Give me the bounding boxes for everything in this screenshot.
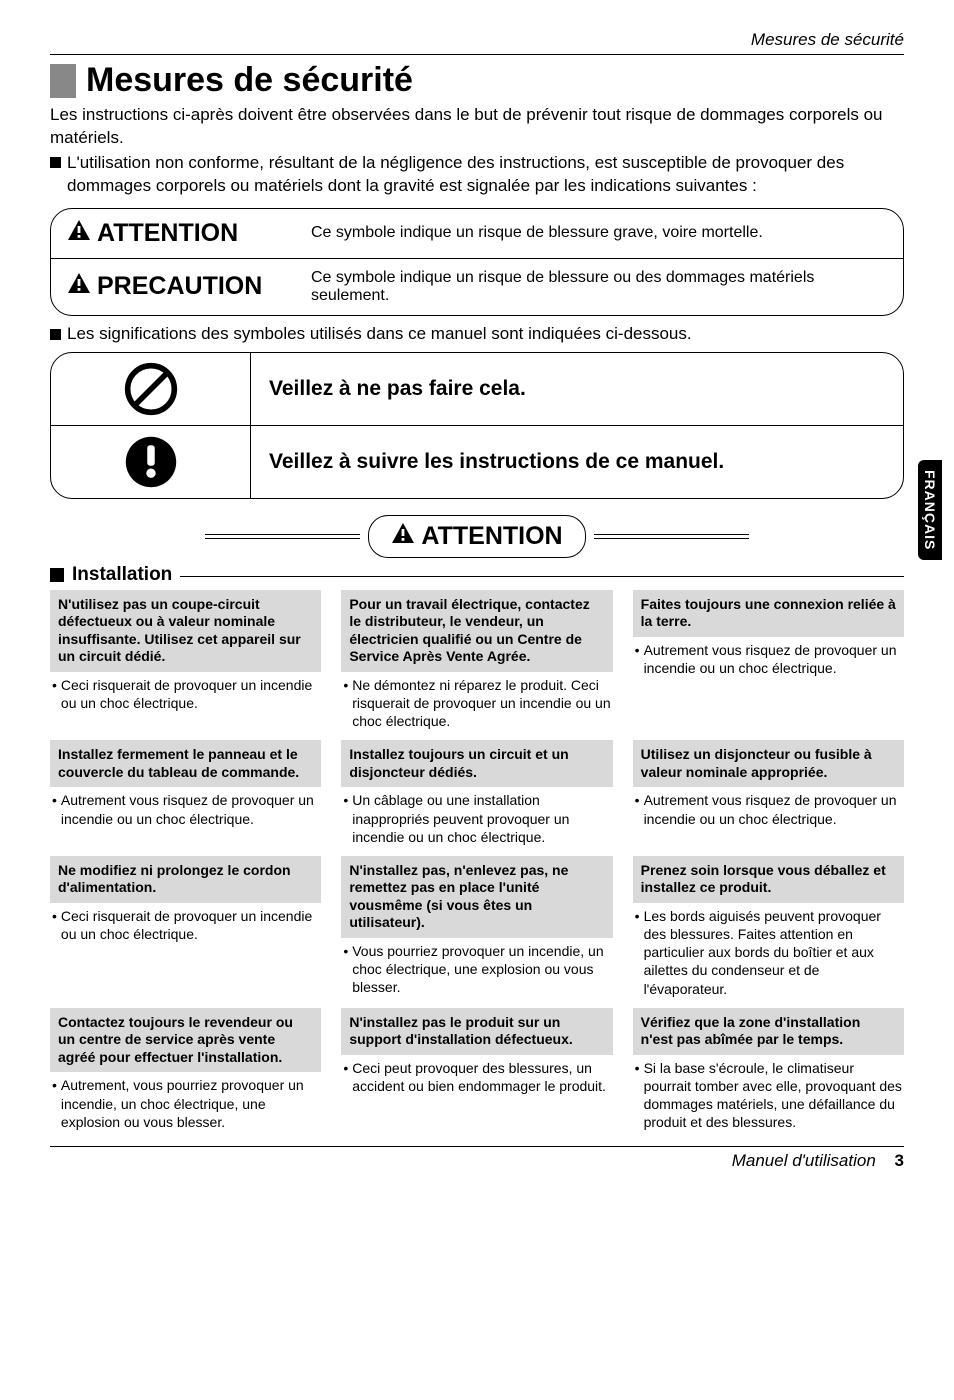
- attention-row: ATTENTION Ce symbole indique un risque d…: [51, 209, 903, 258]
- cell-body-text: Autrement vous risquez de provoquer un i…: [644, 791, 902, 827]
- attention-divider: ATTENTION: [50, 515, 904, 558]
- attention-pill: ATTENTION: [368, 515, 585, 558]
- cell-body-text: Vous pourriez provoquer un incendie, un …: [352, 942, 610, 997]
- symbols-intro-text: Les significations des symboles utilisés…: [67, 324, 692, 344]
- section-title: Installation: [72, 564, 172, 586]
- prohibit-text: Veillez à ne pas faire cela.: [251, 353, 903, 425]
- symbols-intro: Les significations des symboles utilisés…: [50, 324, 904, 344]
- square-bullet-icon: [50, 157, 61, 168]
- language-tab: FRANÇAIS: [918, 460, 942, 560]
- cell: N'installez pas, n'enlevez pas, ne remet…: [341, 856, 612, 1004]
- warning-triangle-icon: [67, 219, 91, 248]
- cell-body-text: Autrement, vous pourriez provoquer un in…: [61, 1076, 319, 1131]
- precaution-desc: Ce symbole indique un risque de blessure…: [311, 259, 903, 315]
- precaution-label-text: PRECAUTION: [97, 272, 262, 301]
- cell-body-text: Ne démontez ni réparez le produit. Ceci …: [352, 676, 610, 731]
- cell-body: •Vous pourriez provoquer un incendie, un…: [341, 942, 612, 1003]
- cell-head: Faites toujours une connexion reliée à l…: [633, 590, 904, 637]
- cell-body: •Autrement vous risquez de provoquer un …: [633, 641, 904, 683]
- cell-body: •Les bords aiguisés peuvent provoquer de…: [633, 907, 904, 1004]
- cell-body: •Un câblage ou une installation inapprop…: [341, 791, 612, 852]
- cell-head: Prenez soin lorsque vous déballez et ins…: [633, 856, 904, 903]
- cell-head: Vérifiez que la zone d'installation n'es…: [633, 1008, 904, 1055]
- cell: Installez fermement le panneau et le cou…: [50, 740, 321, 852]
- cell: Vérifiez que la zone d'installation n'es…: [633, 1008, 904, 1138]
- cell-body-text: Autrement vous risquez de provoquer un i…: [61, 791, 319, 827]
- mandatory-row: Veillez à suivre les instructions de ce …: [51, 425, 903, 498]
- cell-head: N'installez pas, n'enlevez pas, ne remet…: [341, 856, 612, 938]
- cell-body-text: Les bords aiguisés peuvent provoquer des…: [644, 907, 902, 998]
- prohibit-icon: [51, 353, 251, 425]
- square-bullet-icon: [50, 568, 64, 582]
- title-row: Mesures de sécurité: [50, 61, 904, 100]
- title-decoration: [50, 64, 76, 98]
- cell: Pour un travail électrique, contactez le…: [341, 590, 612, 737]
- cell-head: Pour un travail électrique, contactez le…: [341, 590, 612, 672]
- divider-line-right: [594, 534, 749, 539]
- square-bullet-icon: [50, 329, 61, 340]
- attention-pill-text: ATTENTION: [421, 522, 562, 551]
- cell-body: •Ceci peut provoquer des blessures, un a…: [341, 1059, 612, 1101]
- cell-body: •Ne démontez ni réparez le produit. Ceci…: [341, 676, 612, 737]
- intro-text: Les instructions ci-après doivent être o…: [50, 104, 904, 150]
- cell: Installez toujours un circuit et un disj…: [341, 740, 612, 852]
- cell-body-text: Un câblage ou une installation inappropr…: [352, 791, 610, 846]
- cell-body: •Autrement vous risquez de provoquer un …: [633, 791, 904, 833]
- precaution-label: PRECAUTION: [51, 262, 311, 311]
- cell: Ne modifiez ni prolongez le cordon d'ali…: [50, 856, 321, 1004]
- cell-body: •Si la base s'écroule, le climatiseur po…: [633, 1059, 904, 1138]
- cell: N'utilisez pas un coupe-circuit défectue…: [50, 590, 321, 737]
- running-header: Mesures de sécurité: [50, 30, 904, 55]
- mandatory-text: Veillez à suivre les instructions de ce …: [251, 426, 903, 498]
- cell: Prenez soin lorsque vous déballez et ins…: [633, 856, 904, 1004]
- cell: Utilisez un disjoncteur ou fusible à val…: [633, 740, 904, 852]
- cell-body-text: Si la base s'écroule, le climatiseur pou…: [644, 1059, 902, 1132]
- cell: Contactez toujours le revendeur ou un ce…: [50, 1008, 321, 1138]
- cell-head: N'installez pas le produit sur un suppor…: [341, 1008, 612, 1055]
- footer-text: Manuel d'utilisation: [732, 1151, 876, 1170]
- attention-label: ATTENTION: [51, 209, 311, 258]
- page-number: 3: [895, 1151, 904, 1170]
- divider-line-left: [205, 534, 360, 539]
- cell-head: Installez fermement le panneau et le cou…: [50, 740, 321, 787]
- mandatory-icon: [51, 426, 251, 498]
- footer: Manuel d'utilisation 3: [50, 1146, 904, 1171]
- cell-body: •Ceci risquerait de provoquer un incendi…: [50, 676, 321, 718]
- main-title: Mesures de sécurité: [86, 61, 413, 100]
- section-rule: [180, 576, 904, 577]
- cell-body: •Autrement vous risquez de provoquer un …: [50, 791, 321, 833]
- cell-body-text: Ceci risquerait de provoquer un incendie…: [61, 907, 319, 943]
- cell-head: Utilisez un disjoncteur ou fusible à val…: [633, 740, 904, 787]
- attention-desc: Ce symbole indique un risque de blessure…: [311, 214, 903, 252]
- cell-head: Contactez toujours le revendeur ou un ce…: [50, 1008, 321, 1073]
- cell-head: Installez toujours un circuit et un disj…: [341, 740, 612, 787]
- warning-triangle-icon: [67, 272, 91, 301]
- cell-body: •Ceci risquerait de provoquer un incendi…: [50, 907, 321, 949]
- installation-grid: N'utilisez pas un coupe-circuit défectue…: [50, 590, 904, 1138]
- cell-head: N'utilisez pas un coupe-circuit défectue…: [50, 590, 321, 672]
- prohibit-row: Veillez à ne pas faire cela.: [51, 353, 903, 425]
- section-heading: Installation: [50, 564, 904, 586]
- cell: N'installez pas le produit sur un suppor…: [341, 1008, 612, 1138]
- cell-body-text: Autrement vous risquez de provoquer un i…: [644, 641, 902, 677]
- precaution-row: PRECAUTION Ce symbole indique un risque …: [51, 258, 903, 315]
- symbols-table: Veillez à ne pas faire cela. Veillez à s…: [50, 352, 904, 499]
- attention-label-text: ATTENTION: [97, 219, 238, 248]
- intro-bullet-text: L'utilisation non conforme, résultant de…: [67, 152, 904, 198]
- warning-definitions-box: ATTENTION Ce symbole indique un risque d…: [50, 208, 904, 316]
- cell-head: Ne modifiez ni prolongez le cordon d'ali…: [50, 856, 321, 903]
- intro-bullet: L'utilisation non conforme, résultant de…: [50, 152, 904, 198]
- cell-body-text: Ceci risquerait de provoquer un incendie…: [61, 676, 319, 712]
- cell-body: •Autrement, vous pourriez provoquer un i…: [50, 1076, 321, 1137]
- cell: Faites toujours une connexion reliée à l…: [633, 590, 904, 737]
- cell-body-text: Ceci peut provoquer des blessures, un ac…: [352, 1059, 610, 1095]
- warning-triangle-icon: [391, 522, 415, 551]
